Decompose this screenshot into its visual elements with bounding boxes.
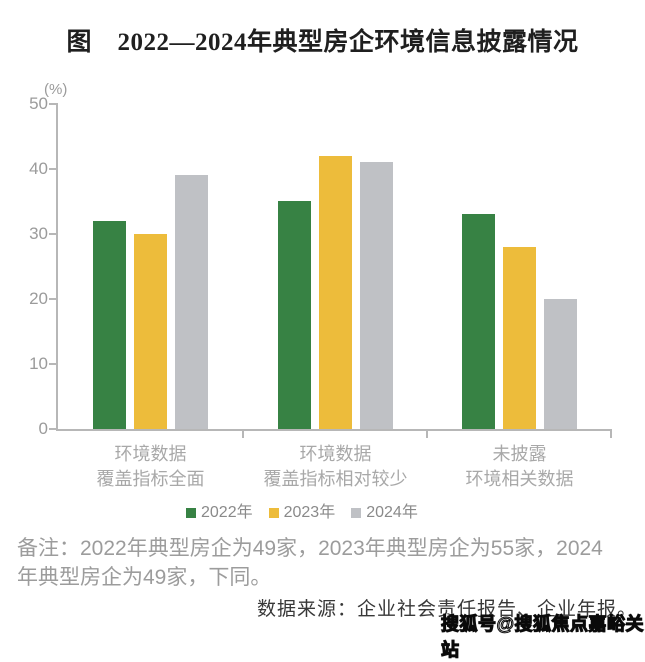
category-label-line: 未披露: [492, 444, 547, 464]
watermark-text: 搜狐号@搜狐焦点嘉峪关站: [441, 614, 645, 661]
y-axis-line: [56, 103, 58, 431]
category-label-line: 环境相关数据: [465, 469, 574, 489]
category-label-line: 覆盖指标相对较少: [263, 469, 408, 489]
y-axis-tick-label: 40: [29, 159, 48, 178]
bar: [175, 175, 208, 429]
y-axis-unit-label: (%): [44, 81, 68, 98]
legend-color-swatch: [186, 508, 196, 518]
y-axis-tick-label: 10: [29, 354, 48, 373]
data-source-text: 数据来源：企业社会责任报告、企业年报。: [257, 599, 638, 620]
bar: [360, 162, 393, 429]
y-axis-tick: [49, 428, 56, 430]
legend-item: 2023年: [268, 504, 336, 522]
x-axis-tick: [610, 429, 612, 438]
legend-item: 2022年: [186, 504, 253, 522]
y-axis-tick-label: 30: [29, 224, 48, 243]
category-label: 未披露 环境相关数据: [430, 442, 610, 492]
bar: [503, 247, 536, 429]
category-label: 环境数据覆盖指标相对较少: [246, 442, 426, 492]
x-axis-tick: [426, 429, 428, 438]
bar: [134, 234, 167, 429]
bar: [319, 156, 352, 429]
legend-item: 2024年: [351, 504, 418, 522]
y-axis-tick-label: 0: [38, 419, 48, 438]
y-axis-tick-label: 20: [29, 289, 48, 308]
y-axis-tick: [49, 363, 56, 365]
legend: 2022年 2023年 2024年: [186, 504, 418, 522]
legend-label: 2024年: [366, 504, 418, 521]
chart-figure: 图 2022—2024年典型房企环境信息披露情况 (%) 0 10 20 30 40 50…: [17, 29, 644, 661]
category-label-line: 环境数据: [299, 444, 372, 464]
y-axis-tick-label: 50: [29, 94, 48, 113]
legend-label: 2022年: [201, 504, 253, 521]
y-axis-tick: [49, 103, 56, 105]
bar: [462, 214, 495, 429]
x-axis-line: [56, 429, 612, 431]
note-line-1: 备注：2022年典型房企为49家，2023年典型房企为55家，2024: [17, 537, 603, 560]
legend-label: 2023年: [283, 504, 336, 521]
note-line-2: 年典型房企为49家，下同。: [17, 566, 272, 589]
bar: [278, 201, 311, 429]
legend-color-swatch: [268, 508, 279, 518]
note-text: 备注：2022年典型房企为49家，2023年典型房企为55家，2024 年典型房…: [17, 534, 639, 592]
y-axis-tick: [49, 298, 56, 300]
legend-color-swatch: [351, 508, 362, 518]
category-label: 环境数据覆盖指标全面: [61, 442, 241, 492]
x-axis-tick: [242, 429, 244, 438]
y-axis-tick: [49, 233, 56, 235]
plot-area: 0 10 20 30 40 50 环境数据 覆盖指标全面 环境数据 覆盖指标相对较少 未披露 环境相关…: [29, 94, 612, 492]
chart-title: 图 2022—2024年典型房企环境信息披露情况: [66, 29, 579, 56]
category-label-line: 覆盖指标全面: [96, 469, 205, 489]
category-label-line: 环境数据: [114, 444, 187, 464]
bar: [544, 299, 577, 429]
y-axis-tick: [49, 168, 56, 170]
bar: [93, 221, 126, 429]
